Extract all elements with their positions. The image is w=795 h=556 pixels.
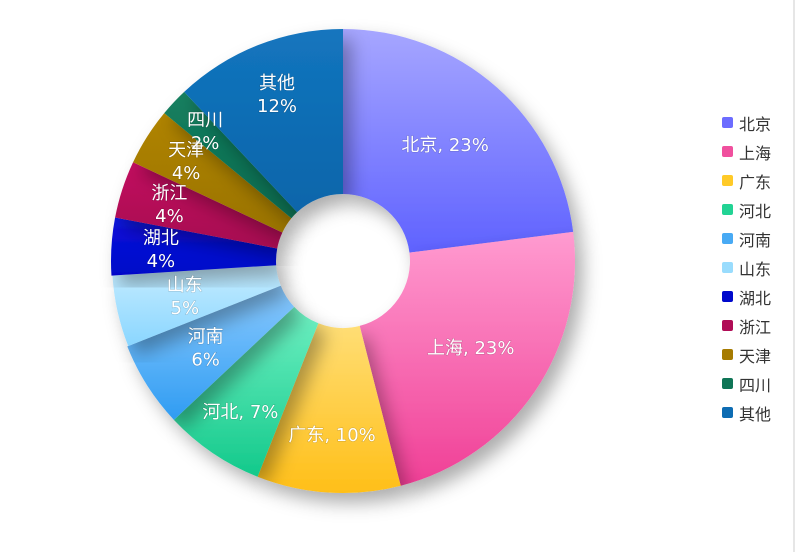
legend-item-河北[interactable]: 河北 [722, 195, 792, 224]
legend-item-广东[interactable]: 广东 [722, 166, 792, 195]
legend-label: 四川 [739, 375, 772, 395]
slice-label-上海: 上海, 23% [427, 338, 514, 359]
slice-label-北京: 北京, 23% [401, 135, 488, 156]
legend-item-山东[interactable]: 山东 [722, 253, 792, 282]
legend-swatch [722, 407, 733, 418]
legend-swatch [722, 175, 733, 186]
slices-group [111, 29, 575, 493]
slice-label-四川: 四川 2% [187, 110, 223, 154]
legend-swatch [722, 262, 733, 273]
legend-label: 天津 [739, 346, 772, 366]
slice-label-湖北: 湖北 4% [143, 228, 179, 272]
legend-label: 湖北 [739, 288, 772, 308]
legend-label: 河北 [739, 201, 772, 221]
legend-label: 其他 [739, 404, 772, 424]
slice-浙江[interactable] [115, 162, 283, 249]
legend-label: 北京 [739, 114, 772, 134]
slice-label-山东: 山东 5% [167, 275, 203, 319]
slice-上海[interactable] [359, 231, 575, 486]
slice-天津[interactable] [133, 113, 292, 233]
legend-label: 广东 [739, 172, 772, 192]
legend: 北京上海广东河北河南山东湖北浙江天津四川其他 [722, 108, 792, 427]
slice-湖北[interactable] [111, 217, 278, 276]
legend-label: 河南 [739, 230, 772, 250]
legend-swatch [722, 320, 733, 331]
legend-swatch [722, 291, 733, 302]
slice-label-河北: 河北, 7% [202, 402, 278, 423]
legend-label: 浙江 [739, 317, 772, 337]
slice-河北[interactable] [173, 306, 319, 477]
slice-label-广东: 广东, 10% [288, 425, 375, 446]
legend-swatch [722, 204, 733, 215]
legend-item-北京[interactable]: 北京 [722, 108, 792, 137]
legend-swatch [722, 117, 733, 128]
legend-item-四川[interactable]: 四川 [722, 369, 792, 398]
slice-北京[interactable] [343, 29, 574, 253]
panel-divider [793, 0, 795, 552]
legend-label: 山东 [739, 259, 772, 279]
legend-swatch [722, 349, 733, 360]
legend-swatch [722, 233, 733, 244]
slice-label-天津: 天津 4% [168, 140, 204, 184]
legend-swatch [722, 378, 733, 389]
legend-item-上海[interactable]: 上海 [722, 137, 792, 166]
slice-label-浙江: 浙江 4% [151, 183, 187, 227]
legend-item-浙江[interactable]: 浙江 [722, 311, 792, 340]
donut-plot: 北京, 23% 上海, 23% 广东, 10% 河北, 7% 河南 6% 山东 5%湖北 4%浙… [111, 29, 575, 493]
slice-其他[interactable] [184, 29, 343, 213]
labels-group: 北京, 23% 上海, 23% 广东, 10% 河北, 7% 河南 6% 山东 5%湖北 4%浙… [142, 72, 515, 446]
legend-item-其他[interactable]: 其他 [722, 398, 792, 427]
legend-item-天津[interactable]: 天津 [722, 340, 792, 369]
slice-河南[interactable] [127, 285, 295, 420]
slice-label-其他: 其他 12% [257, 73, 297, 117]
slice-label-河南: 河南 6% [188, 327, 224, 371]
slice-四川[interactable] [164, 91, 298, 219]
slice-山东[interactable] [112, 265, 281, 347]
legend-label: 上海 [739, 143, 772, 163]
legend-item-河南[interactable]: 河南 [722, 224, 792, 253]
legend-swatch [722, 146, 733, 157]
slice-广东[interactable] [257, 323, 401, 493]
legend-item-湖北[interactable]: 湖北 [722, 282, 792, 311]
